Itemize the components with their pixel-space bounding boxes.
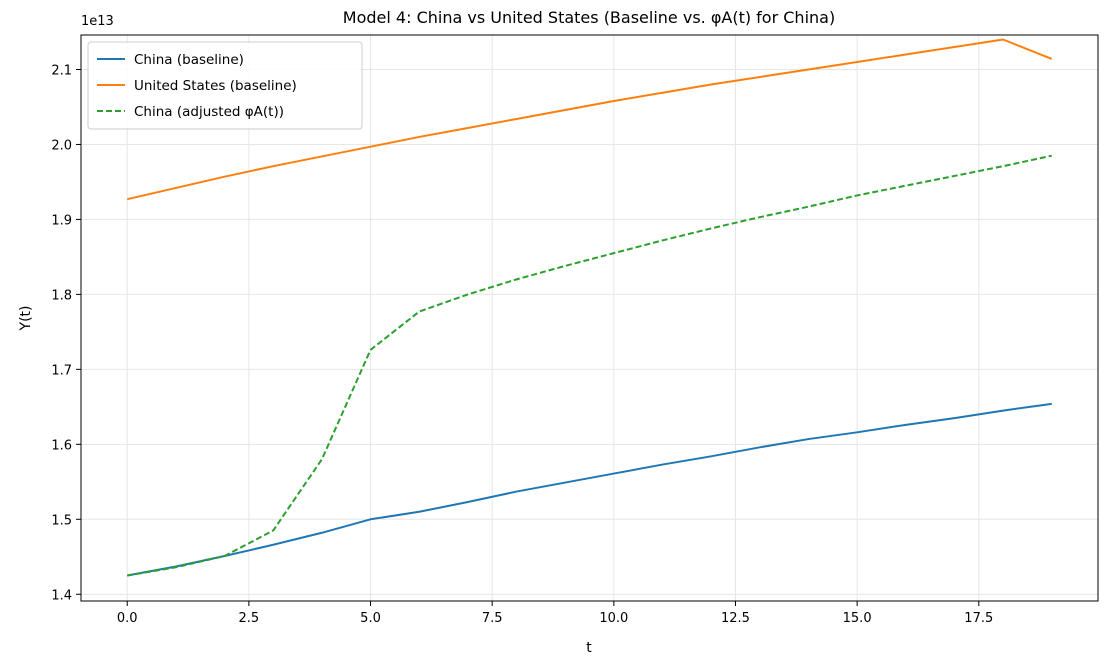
y-tick-label: 2.0 [51, 138, 72, 153]
plot-frame [80, 34, 1099, 602]
x-tick-label: 15.0 [843, 611, 872, 626]
y-tick-label: 1.9 [51, 213, 72, 228]
series-line-china-baseline [127, 402, 1052, 577]
x-tick-label: 17.5 [964, 611, 993, 626]
y-axis: 1.4 1.5 1.6 1.7 1.8 1.9 2.0 2.1 [51, 63, 81, 603]
x-tick-label: 0.0 [117, 611, 138, 626]
x-axis: 0.0 2.5 5.0 7.5 10.0 12.5 15.0 17.5 [117, 601, 993, 626]
grid [81, 35, 1098, 601]
x-tick-label: 2.5 [239, 611, 260, 626]
legend-box [87, 41, 363, 130]
x-tick-label: 7.5 [482, 611, 503, 626]
legend-label-us-baseline: United States (baseline) [134, 78, 297, 94]
series-group [127, 38, 1053, 577]
series-line-us-baseline [127, 38, 1053, 201]
y-tick-label: 1.4 [51, 588, 72, 603]
y-offset-label: 1e13 [81, 14, 114, 29]
y-tick-label: 1.5 [51, 513, 72, 528]
x-tick-label: 12.5 [721, 611, 750, 626]
y-axis-label: Y(t) [18, 306, 34, 332]
series-line-china-adjusted [127, 154, 1052, 577]
y-tick-label: 2.1 [51, 63, 72, 78]
x-axis-label: t [586, 640, 592, 656]
chart-title: Model 4: China vs United States (Baselin… [343, 8, 835, 27]
legend-label-china-baseline: China (baseline) [134, 52, 244, 68]
x-tick-label: 10.0 [599, 611, 628, 626]
legend: China (baseline) United States (baseline… [87, 41, 363, 130]
legend-label-china-adjusted: China (adjusted φA(t)) [134, 104, 284, 120]
x-tick-label: 5.0 [360, 611, 381, 626]
y-tick-label: 1.7 [51, 363, 72, 378]
y-tick-label: 1.6 [51, 438, 72, 453]
y-tick-label: 1.8 [51, 288, 72, 303]
